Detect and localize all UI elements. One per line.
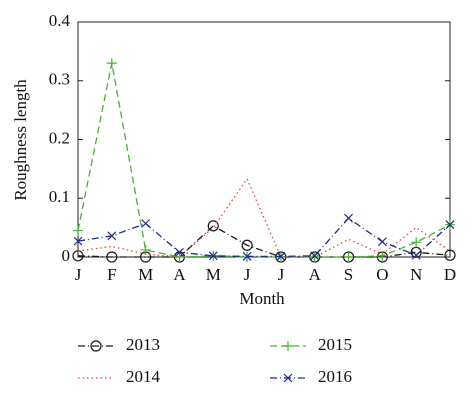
marker (106, 251, 118, 263)
marker (174, 252, 185, 262)
marker (73, 236, 83, 246)
legend-label: 2014 (126, 367, 161, 386)
marker (411, 250, 421, 260)
marker (343, 252, 354, 262)
x-tick-label: F (107, 265, 116, 284)
line (77, 217, 451, 258)
marker (73, 225, 83, 236)
marker (106, 58, 117, 69)
marker (411, 237, 422, 248)
series (73, 58, 455, 262)
series (77, 177, 451, 258)
legend-label: 2016 (318, 367, 352, 386)
plot-frame (77, 21, 451, 258)
x-tick-label: M (206, 265, 221, 284)
line (77, 225, 451, 258)
marker (175, 247, 184, 257)
x-tick-label: N (410, 265, 422, 284)
x-tick-label: M (138, 265, 153, 284)
x-tick-label: S (344, 265, 353, 284)
y-tick-label: 0.2 (49, 128, 70, 147)
marker (444, 249, 456, 261)
x-tick-label: A (309, 265, 322, 284)
x-tick-label: A (173, 265, 186, 284)
x-tick-label: O (376, 265, 388, 284)
marker (309, 252, 320, 262)
x-tick-label: J (244, 265, 251, 284)
marker (207, 220, 219, 232)
marker (377, 250, 388, 261)
marker (276, 251, 286, 261)
x-tick-label: J (278, 265, 285, 284)
y-tick-label: 0.1 (49, 187, 70, 206)
marker (242, 251, 252, 261)
legend-label: 2015 (318, 335, 352, 354)
marker (241, 239, 253, 251)
marker (107, 231, 117, 241)
marker (208, 251, 218, 261)
y-tick-label: 0 (62, 246, 71, 265)
marker (445, 220, 455, 230)
series (73, 213, 455, 261)
x-tick-label: D (444, 265, 456, 284)
marker (377, 237, 387, 247)
line (77, 177, 451, 258)
marker (283, 341, 293, 351)
y-tick-label: 0.3 (49, 70, 70, 89)
marker (344, 213, 353, 223)
marker (141, 219, 151, 228)
marker (310, 251, 320, 261)
legend-label: 2013 (126, 335, 160, 354)
x-axis-label: Month (239, 289, 285, 308)
marker (90, 340, 102, 352)
x-tick-label: J (75, 265, 82, 284)
y-axis-label: Roughness length (11, 79, 30, 201)
y-tick-label: 0.4 (49, 11, 71, 30)
marker (140, 244, 151, 255)
marker (283, 373, 293, 383)
